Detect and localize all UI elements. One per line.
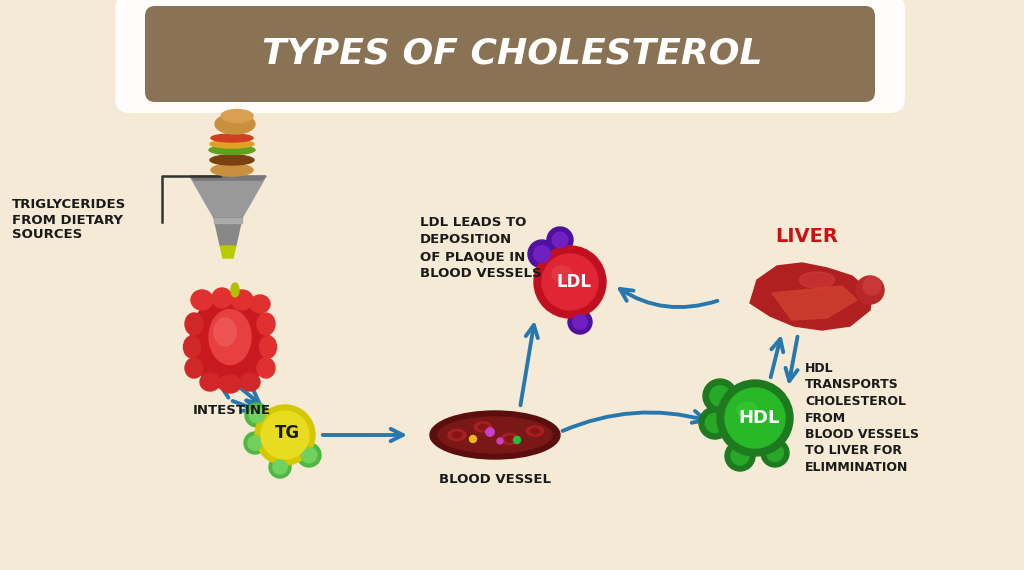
Circle shape — [534, 246, 606, 318]
Circle shape — [856, 276, 884, 304]
Circle shape — [761, 439, 790, 467]
Circle shape — [552, 232, 567, 248]
Circle shape — [534, 246, 551, 262]
Circle shape — [725, 441, 755, 471]
Ellipse shape — [452, 432, 462, 438]
Circle shape — [725, 388, 785, 448]
Ellipse shape — [214, 318, 236, 346]
Ellipse shape — [231, 290, 253, 310]
Ellipse shape — [185, 358, 203, 378]
Circle shape — [699, 407, 731, 439]
Polygon shape — [214, 218, 242, 223]
Ellipse shape — [191, 290, 213, 310]
Ellipse shape — [190, 295, 270, 389]
Circle shape — [572, 315, 587, 329]
Ellipse shape — [221, 109, 253, 123]
Ellipse shape — [231, 283, 239, 297]
Circle shape — [542, 254, 598, 310]
Ellipse shape — [240, 373, 260, 391]
Text: TRIGLYCERIDES
FROM DIETARY
SOURCES: TRIGLYCERIDES FROM DIETARY SOURCES — [12, 198, 126, 242]
Ellipse shape — [257, 313, 275, 335]
Polygon shape — [750, 263, 872, 330]
Text: TG: TG — [274, 424, 300, 442]
Circle shape — [767, 445, 783, 461]
Ellipse shape — [474, 422, 492, 432]
Text: TYPES OF CHOLESTEROL: TYPES OF CHOLESTEROL — [262, 36, 762, 70]
Ellipse shape — [211, 164, 253, 176]
Text: INTESTINE: INTESTINE — [193, 404, 271, 417]
Circle shape — [469, 435, 476, 442]
Circle shape — [703, 379, 737, 413]
Ellipse shape — [210, 140, 254, 148]
Ellipse shape — [215, 114, 255, 134]
Circle shape — [568, 310, 592, 334]
Polygon shape — [190, 176, 266, 218]
Ellipse shape — [526, 426, 544, 436]
Ellipse shape — [478, 424, 487, 430]
FancyBboxPatch shape — [145, 6, 874, 102]
Circle shape — [245, 403, 269, 427]
Circle shape — [272, 460, 287, 474]
Text: LDL LEADS TO
DEPOSITION
OF PLAQUE IN
BLOOD VESSELS: LDL LEADS TO DEPOSITION OF PLAQUE IN BLO… — [420, 216, 542, 280]
Polygon shape — [772, 286, 857, 320]
Ellipse shape — [257, 358, 275, 378]
Circle shape — [706, 413, 725, 433]
Circle shape — [244, 432, 266, 454]
Ellipse shape — [530, 428, 540, 434]
Ellipse shape — [210, 155, 254, 165]
Ellipse shape — [250, 295, 270, 313]
Ellipse shape — [200, 373, 220, 391]
Circle shape — [513, 437, 520, 443]
Circle shape — [731, 447, 749, 465]
Text: HDL
TRANSPORTS
CHOLESTEROL
FROM
BLOOD VESSELS
TO LIVER FOR
ELIMMINATION: HDL TRANSPORTS CHOLESTEROL FROM BLOOD VE… — [805, 362, 919, 474]
Circle shape — [301, 447, 316, 463]
Circle shape — [485, 428, 495, 436]
Text: HDL: HDL — [738, 409, 779, 427]
Circle shape — [249, 407, 265, 423]
Ellipse shape — [505, 436, 515, 442]
Text: BLOOD VESSEL: BLOOD VESSEL — [439, 473, 551, 486]
Circle shape — [710, 386, 730, 406]
Circle shape — [261, 411, 309, 459]
Circle shape — [497, 438, 503, 444]
Circle shape — [248, 436, 262, 450]
Ellipse shape — [430, 411, 560, 459]
Circle shape — [255, 405, 315, 465]
Ellipse shape — [552, 266, 572, 282]
Circle shape — [863, 277, 881, 295]
Ellipse shape — [212, 288, 232, 308]
Circle shape — [528, 240, 556, 268]
Ellipse shape — [449, 430, 466, 441]
Ellipse shape — [737, 402, 757, 418]
Ellipse shape — [185, 313, 203, 335]
Text: LDL: LDL — [556, 273, 592, 291]
Polygon shape — [190, 176, 266, 180]
Ellipse shape — [211, 134, 253, 142]
Circle shape — [269, 456, 291, 478]
Ellipse shape — [209, 145, 255, 154]
Polygon shape — [214, 218, 242, 246]
Circle shape — [717, 380, 793, 456]
Circle shape — [547, 227, 573, 253]
Ellipse shape — [501, 434, 519, 445]
Circle shape — [297, 443, 321, 467]
Text: LIVER: LIVER — [775, 227, 839, 246]
Ellipse shape — [209, 310, 251, 364]
Ellipse shape — [219, 375, 241, 393]
Ellipse shape — [438, 417, 552, 453]
FancyBboxPatch shape — [115, 0, 905, 113]
Ellipse shape — [800, 272, 835, 288]
Ellipse shape — [259, 336, 276, 358]
Ellipse shape — [183, 336, 201, 358]
Polygon shape — [220, 246, 236, 258]
